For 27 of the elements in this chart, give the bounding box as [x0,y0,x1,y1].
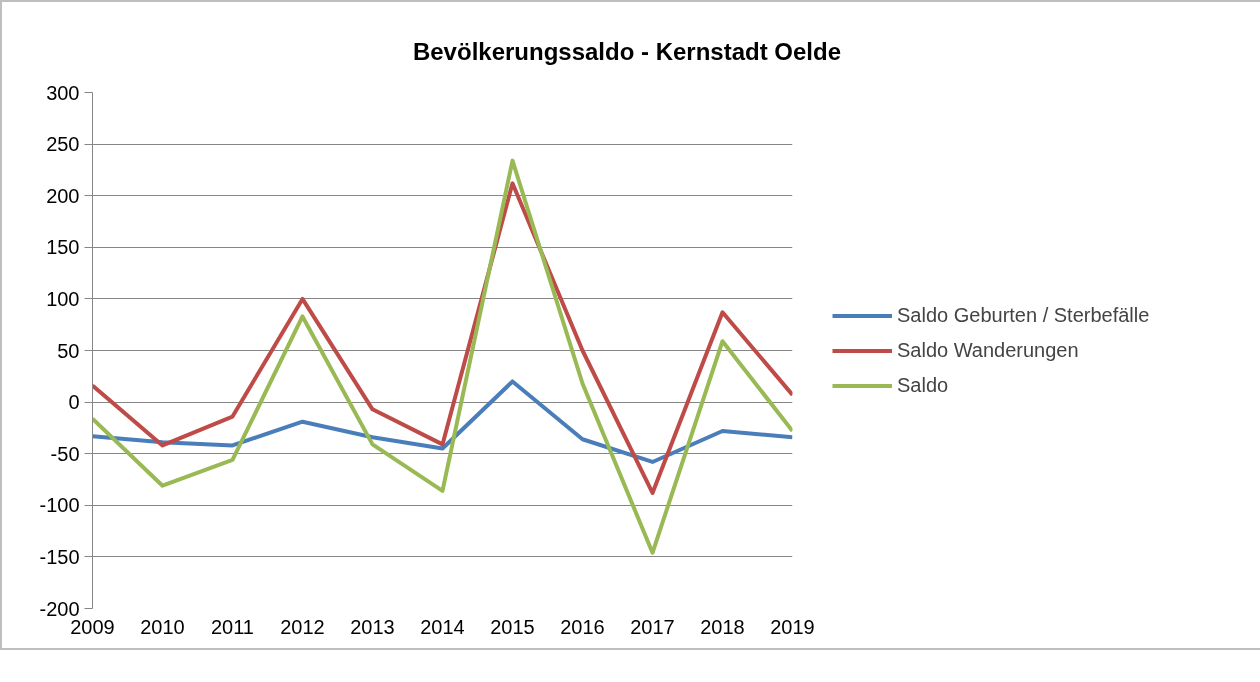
y-tick-label: 250 [46,133,80,156]
x-tick-label: 2013 [350,615,395,638]
y-tick-label: -150 [39,545,80,568]
x-tick-label: 2011 [211,615,255,638]
x-tick-label: 2019 [770,615,815,638]
x-tick-label: 2010 [140,615,185,638]
y-tick-label: 0 [68,391,80,414]
line-series [92,181,793,495]
y-tick-label: 100 [46,287,80,310]
legend-label: Saldo Wanderungen [897,338,1079,362]
line-series [92,158,793,555]
y-tick-label: 200 [46,184,80,207]
line-series [92,379,793,464]
y-tick-label: 300 [46,81,80,104]
x-tick-label: 2015 [490,615,535,638]
legend-label: Saldo [897,373,949,397]
x-tick-label: 2012 [280,615,325,638]
y-tick-label: 50 [57,339,80,362]
y-tick-label: -100 [39,494,80,517]
y-tick-label: 150 [46,236,80,259]
x-tick-label: 2018 [700,615,745,638]
y-tick-label: -50 [50,442,80,465]
x-tick-label: 2017 [630,615,675,638]
x-tick-label: 2014 [420,615,465,638]
x-tick-label: 2016 [560,615,605,638]
legend-label: Saldo Geburten / Sterbefälle [897,303,1150,327]
chart-title: Bevölkerungssaldo - Kernstadt Oelde [412,37,842,67]
